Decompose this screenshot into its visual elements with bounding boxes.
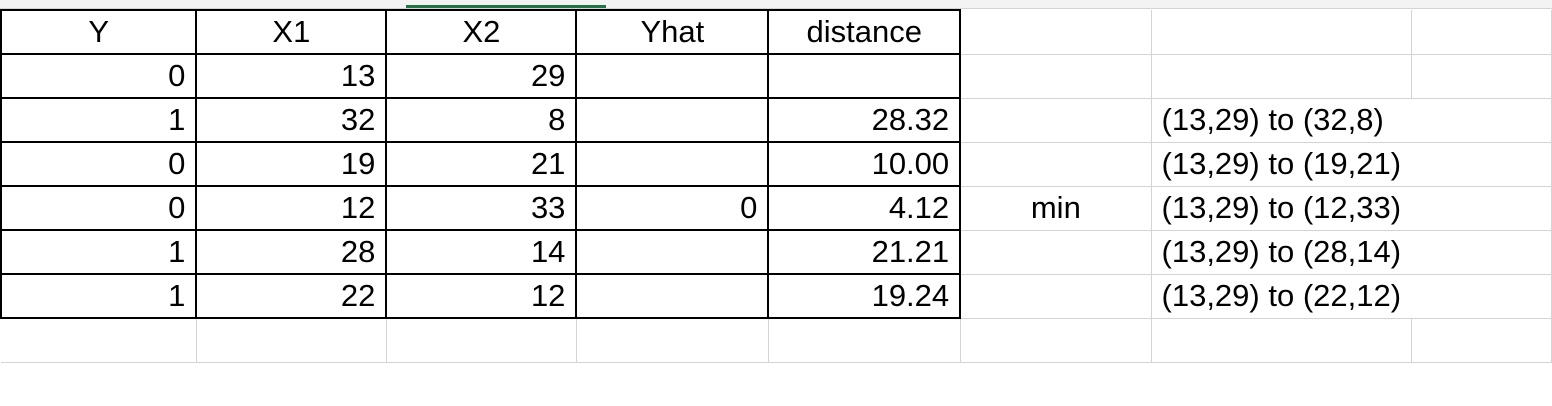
- empty-cell[interactable]: [768, 318, 961, 363]
- empty-cell[interactable]: [1411, 230, 1552, 275]
- cell-distance[interactable]: 28.32: [767, 97, 962, 143]
- empty-cell[interactable]: [960, 318, 1152, 363]
- cell-distance[interactable]: [767, 53, 962, 99]
- empty-cell[interactable]: [1411, 274, 1552, 319]
- empty-cell[interactable]: [1411, 318, 1552, 363]
- empty-cell[interactable]: [960, 10, 1152, 55]
- cell-distance[interactable]: 4.12: [767, 185, 962, 231]
- data-table: Y X1 X2 Yhat distance 0 13 29 1 32 8 28.…: [0, 9, 1552, 363]
- cell-note[interactable]: [960, 54, 1152, 99]
- empty-cell[interactable]: [1411, 142, 1552, 187]
- cell-y[interactable]: 0: [0, 185, 198, 231]
- cell-pair[interactable]: (13,29) to (12,33): [1151, 186, 1412, 231]
- header-cell-distance[interactable]: distance: [767, 9, 962, 55]
- cell-note-min[interactable]: min: [960, 186, 1152, 231]
- table-row: 0 13 29: [0, 53, 1552, 99]
- cell-pair[interactable]: (13,29) to (19,21): [1151, 142, 1412, 187]
- empty-cell[interactable]: [196, 318, 387, 363]
- cell-note[interactable]: [960, 230, 1152, 275]
- cell-pair[interactable]: (13,29) to (22,12): [1151, 274, 1412, 319]
- header-row: Y X1 X2 Yhat distance: [0, 9, 1552, 55]
- empty-cell[interactable]: [1, 318, 197, 363]
- cell-pair[interactable]: [1151, 54, 1413, 99]
- cell-distance[interactable]: 19.24: [767, 273, 962, 319]
- cell-yhat[interactable]: [575, 53, 770, 99]
- header-cell-yhat[interactable]: Yhat: [575, 9, 770, 55]
- cell-x1[interactable]: 32: [195, 97, 388, 143]
- cell-x1[interactable]: 12: [195, 185, 388, 231]
- cell-x1[interactable]: 22: [195, 273, 388, 319]
- cell-y[interactable]: 1: [0, 273, 198, 319]
- table-row: 1 28 14 21.21 (13,29) to (28,14): [0, 229, 1552, 275]
- cell-y[interactable]: 0: [0, 53, 198, 99]
- cell-pair[interactable]: (13,29) to (32,8): [1151, 98, 1412, 143]
- empty-cell[interactable]: [386, 318, 577, 363]
- empty-cell[interactable]: [1411, 10, 1552, 55]
- empty-cell[interactable]: [1151, 318, 1413, 363]
- header-cell-y[interactable]: Y: [0, 9, 198, 55]
- empty-cell[interactable]: [576, 318, 769, 363]
- table-row: 0 19 21 10.00 (13,29) to (19,21): [0, 141, 1552, 187]
- column-header-strip: [0, 0, 1552, 9]
- cell-x2[interactable]: 8: [385, 97, 578, 143]
- cell-y[interactable]: 1: [0, 229, 198, 275]
- empty-cell[interactable]: [1151, 10, 1413, 55]
- cell-yhat[interactable]: 0: [575, 185, 770, 231]
- cell-distance[interactable]: 10.00: [767, 141, 962, 187]
- cell-y[interactable]: 1: [0, 97, 198, 143]
- cell-x2[interactable]: 14: [385, 229, 578, 275]
- cell-y[interactable]: 0: [0, 141, 198, 187]
- table-row-empty: [1, 318, 1552, 363]
- cell-x2[interactable]: 33: [385, 185, 578, 231]
- table-row: 1 22 12 19.24 (13,29) to (22,12): [0, 273, 1552, 319]
- cell-pair[interactable]: (13,29) to (28,14): [1151, 230, 1412, 275]
- cell-note[interactable]: [960, 274, 1152, 319]
- header-cell-x1[interactable]: X1: [195, 9, 388, 55]
- cell-yhat[interactable]: [575, 229, 770, 275]
- empty-cell[interactable]: [1411, 98, 1552, 143]
- cell-x2[interactable]: 12: [385, 273, 578, 319]
- selected-column-indicator: [406, 5, 606, 8]
- cell-note[interactable]: [960, 142, 1152, 187]
- empty-cell[interactable]: [1411, 54, 1552, 99]
- cell-yhat[interactable]: [575, 141, 770, 187]
- cell-x2[interactable]: 21: [385, 141, 578, 187]
- cell-x1[interactable]: 13: [195, 53, 388, 99]
- cell-distance[interactable]: 21.21: [767, 229, 962, 275]
- cell-note[interactable]: [960, 98, 1152, 143]
- cell-x1[interactable]: 28: [195, 229, 388, 275]
- table-row: 1 32 8 28.32 (13,29) to (32,8): [0, 97, 1552, 143]
- cell-x1[interactable]: 19: [195, 141, 388, 187]
- cell-yhat[interactable]: [575, 273, 770, 319]
- cell-x2[interactable]: 29: [385, 53, 578, 99]
- table-row: 0 12 33 0 4.12 min (13,29) to (12,33): [0, 185, 1552, 231]
- header-cell-x2[interactable]: X2: [385, 9, 578, 55]
- cell-yhat[interactable]: [575, 97, 770, 143]
- empty-cell[interactable]: [1411, 186, 1552, 231]
